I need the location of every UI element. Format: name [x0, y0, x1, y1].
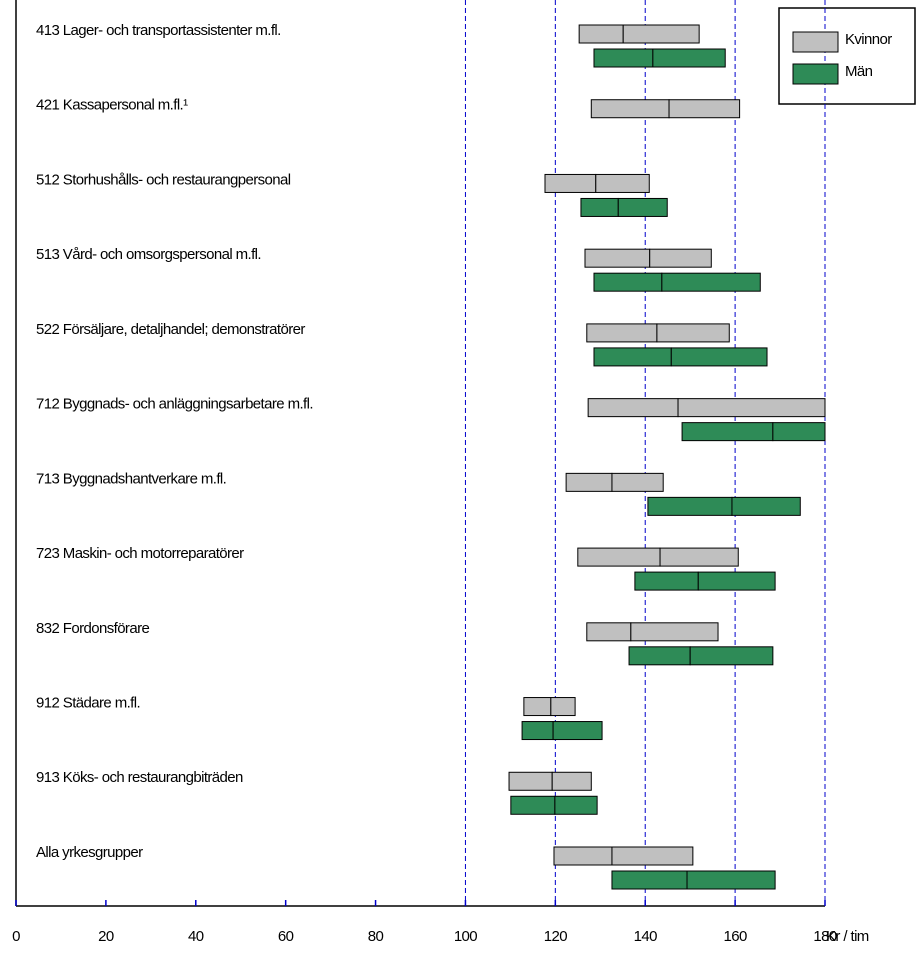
- box-upper: [550, 697, 576, 717]
- category-label: Alla yrkesgrupper: [36, 844, 143, 861]
- category-label: 713 Byggnadshantverkare m.fl.: [36, 470, 226, 487]
- box-upper: [617, 197, 668, 217]
- x-tick-label: 20: [98, 928, 114, 945]
- category-label: 723 Maskin- och motorreparatörer: [36, 545, 244, 562]
- box-lower: [508, 771, 553, 791]
- category-label: 913 Köks- och restaurangbiträden: [36, 769, 243, 786]
- x-tick-label: 80: [368, 928, 384, 945]
- box-upper: [652, 48, 726, 68]
- box-lower: [647, 496, 733, 516]
- box-upper: [656, 323, 730, 343]
- box-upper: [772, 422, 826, 442]
- box-lower: [681, 422, 774, 442]
- x-tick-label: 100: [454, 928, 477, 945]
- box-upper: [622, 24, 700, 44]
- category-label: 912 Städare m.fl.: [36, 695, 140, 712]
- x-tick-label: 60: [278, 928, 294, 945]
- category-label: 512 Storhushålls- och restaurangpersonal: [36, 171, 291, 188]
- x-tick-label: 120: [544, 928, 567, 945]
- x-axis-label: Kr / tim: [826, 928, 869, 945]
- box-lower: [586, 622, 632, 642]
- box-lower: [593, 347, 672, 367]
- box-lower: [521, 721, 554, 741]
- legend-label: Män: [845, 63, 873, 80]
- box-upper: [611, 846, 694, 866]
- box-lower: [590, 99, 670, 119]
- box-lower: [593, 272, 663, 292]
- box-lower: [565, 472, 613, 492]
- legend-swatch: [792, 31, 839, 53]
- legend-label: Kvinnor: [845, 31, 892, 48]
- box-upper: [595, 173, 650, 193]
- x-tick-label: 0: [12, 928, 20, 945]
- category-label: 413 Lager- och transportassistenter m.fl…: [36, 22, 281, 39]
- x-tick-label: 180: [813, 928, 836, 945]
- box-lower: [577, 547, 661, 567]
- x-tick-label: 40: [188, 928, 204, 945]
- box-upper: [686, 870, 776, 890]
- legend-swatch: [792, 63, 839, 85]
- box-upper: [649, 248, 712, 268]
- box-lower: [553, 846, 613, 866]
- category-label: 832 Fordonsförare: [36, 620, 149, 637]
- box-upper: [668, 99, 741, 119]
- box-lower: [544, 173, 597, 193]
- box-upper: [611, 472, 664, 492]
- box-lower: [611, 870, 688, 890]
- category-label: 712 Byggnads- och anläggningsarbetare m.…: [36, 396, 313, 413]
- x-tick-label: 140: [634, 928, 657, 945]
- box-lower: [628, 646, 691, 666]
- box-upper: [670, 347, 768, 367]
- box-lower: [593, 48, 654, 68]
- x-tick-label: 160: [723, 928, 746, 945]
- box-lower: [584, 248, 651, 268]
- box-lower: [587, 398, 679, 418]
- legend-box: [778, 7, 916, 105]
- box-lower: [580, 197, 619, 217]
- category-label: 421 Kassapersonal m.fl.¹: [36, 97, 188, 114]
- box-lower: [634, 571, 699, 591]
- box-upper: [551, 771, 592, 791]
- box-lower: [578, 24, 624, 44]
- box-upper: [552, 721, 603, 741]
- box-lower: [523, 697, 552, 717]
- box-upper: [697, 571, 776, 591]
- box-upper: [661, 272, 761, 292]
- box-upper: [677, 398, 826, 418]
- box-upper: [659, 547, 739, 567]
- box-lower: [586, 323, 658, 343]
- box-upper: [554, 795, 598, 815]
- category-label: 513 Vård- och omsorgspersonal m.fl.: [36, 246, 261, 263]
- box-upper: [689, 646, 774, 666]
- box-lower: [510, 795, 556, 815]
- box-upper: [731, 496, 801, 516]
- category-label: 522 Försäljare, detaljhandel; demonstrat…: [36, 321, 305, 338]
- box-upper: [630, 622, 719, 642]
